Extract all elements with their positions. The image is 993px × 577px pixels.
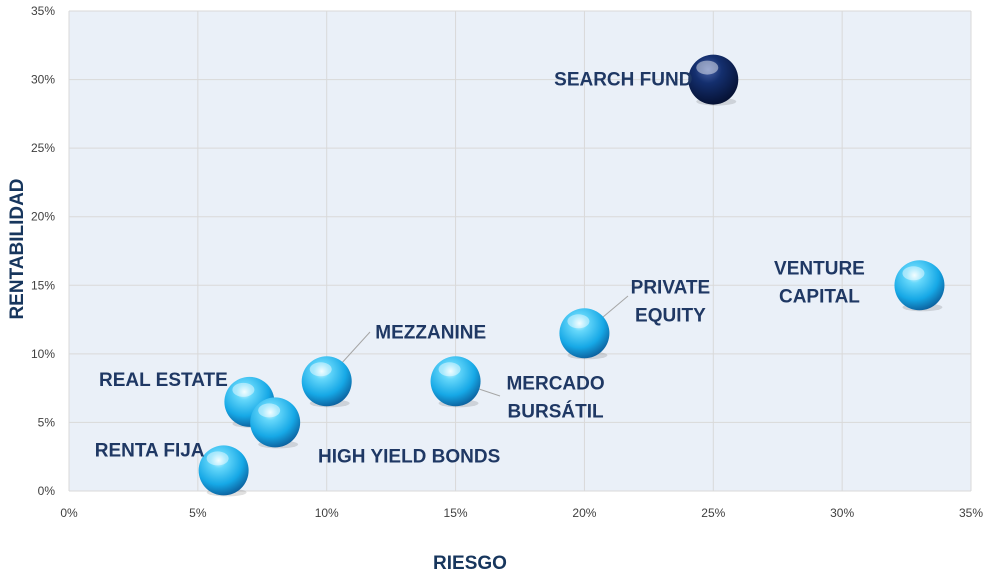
y-tick-label: 35% <box>31 4 55 18</box>
y-tick-label: 5% <box>38 415 56 429</box>
point-high-yield-bonds <box>250 397 301 448</box>
point-mercado-bursatil <box>430 356 481 407</box>
point-label-mercado-bursatil: MERCADO BURSÁTIL <box>506 373 604 422</box>
point-highlight-high-yield-bonds <box>258 403 281 418</box>
x-tick-label: 0% <box>60 506 78 520</box>
point-mezzanine <box>301 356 352 407</box>
y-tick-label: 10% <box>31 347 55 361</box>
data-points <box>198 54 945 497</box>
point-label-search-fund: SEARCH FUND <box>554 70 692 91</box>
plot-area-background <box>69 11 971 491</box>
point-highlight-search-fund <box>696 60 719 75</box>
point-highlight-venture-capital <box>902 266 925 281</box>
point-label-renta-fija: RENTA FIJA <box>95 440 205 461</box>
x-tick-label: 30% <box>830 506 854 520</box>
x-tick-label: 20% <box>572 506 596 520</box>
point-label-high-yield-bonds: HIGH YIELD BONDS <box>318 446 500 467</box>
point-label-real-estate: REAL ESTATE <box>99 370 228 391</box>
y-tick-label: 20% <box>31 210 55 224</box>
y-tick-label: 30% <box>31 73 55 87</box>
point-private-equity <box>559 308 610 359</box>
x-axis-ticks: 0% 5% 10% 15% 20% 25% 30% 35% <box>60 506 983 520</box>
point-highlight-mercado-bursatil <box>438 362 461 377</box>
y-axis-title: RENTABILIDAD <box>7 178 28 319</box>
point-highlight-private-equity <box>567 314 590 329</box>
x-tick-label: 15% <box>444 506 468 520</box>
x-tick-label: 25% <box>701 506 725 520</box>
y-tick-label: 25% <box>31 141 55 155</box>
point-highlight-real-estate <box>232 382 255 397</box>
x-tick-label: 10% <box>315 506 339 520</box>
point-label-venture-capital: VENTURE CAPITAL <box>774 258 865 307</box>
point-highlight-mezzanine <box>309 362 332 377</box>
y-axis-ticks: 0% 5% 10% 15% 20% 25% 30% 35% <box>31 4 55 498</box>
point-renta-fija <box>198 445 249 496</box>
data-labels: SEARCH FUND VENTURE CAPITAL PRIVATE EQUITY ME… <box>95 70 865 468</box>
point-highlight-renta-fija <box>206 451 229 466</box>
y-tick-label: 0% <box>38 484 56 498</box>
point-label-private-equity: PRIVATE EQUITY <box>631 277 711 326</box>
point-venture-capital <box>894 260 945 311</box>
x-tick-label: 5% <box>189 506 207 520</box>
x-axis-title: RIESGO <box>433 553 507 574</box>
x-tick-label: 35% <box>959 506 983 520</box>
point-label-mezzanine: MEZZANINE <box>375 322 486 343</box>
y-tick-label: 15% <box>31 278 55 292</box>
point-search-fund <box>688 54 739 105</box>
